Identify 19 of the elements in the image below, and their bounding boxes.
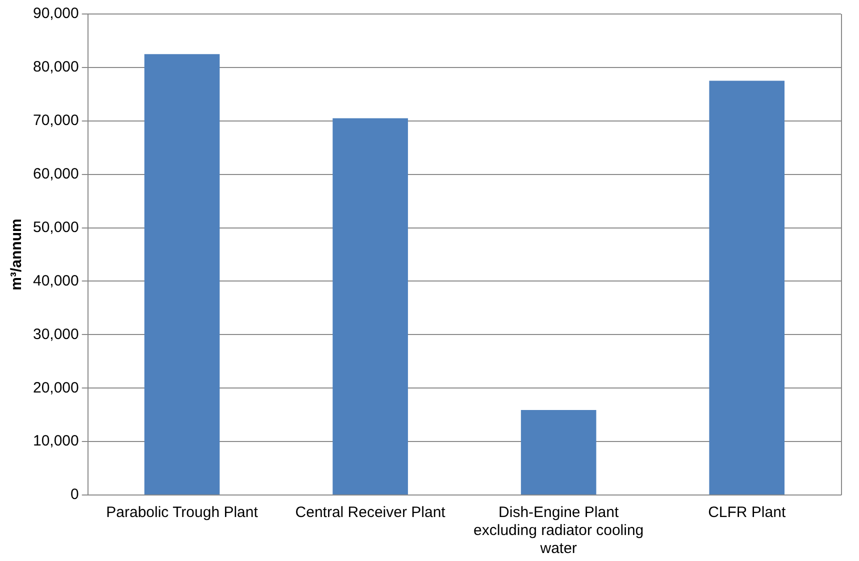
bar xyxy=(332,118,408,494)
x-tick-label: Parabolic Trough Plant xyxy=(106,504,259,522)
x-tick-label: Dish-Engine Plant excluding radiator cooling water xyxy=(474,504,644,558)
bar xyxy=(144,54,220,494)
y-tick-label: 90,000 xyxy=(32,5,79,22)
y-tick-label: 20,000 xyxy=(32,379,79,396)
y-axis-title: m³/annum xyxy=(8,218,26,290)
x-tick-label: CLFR Plant xyxy=(708,504,786,522)
y-tick-label: 80,000 xyxy=(32,58,79,76)
y-tick-label: 70,000 xyxy=(32,112,79,130)
y-tick-label: 50,000 xyxy=(32,218,79,236)
y-tick-label: 40,000 xyxy=(32,272,79,290)
bar xyxy=(709,80,785,494)
x-tick-label: Central Receiver Plant xyxy=(295,504,446,522)
y-tick-label: 60,000 xyxy=(32,165,79,182)
y-tick-label: 30,000 xyxy=(32,326,79,343)
y-tick-label: 10,000 xyxy=(32,432,79,450)
bar xyxy=(520,410,596,494)
y-tick-label: 0 xyxy=(70,486,79,504)
